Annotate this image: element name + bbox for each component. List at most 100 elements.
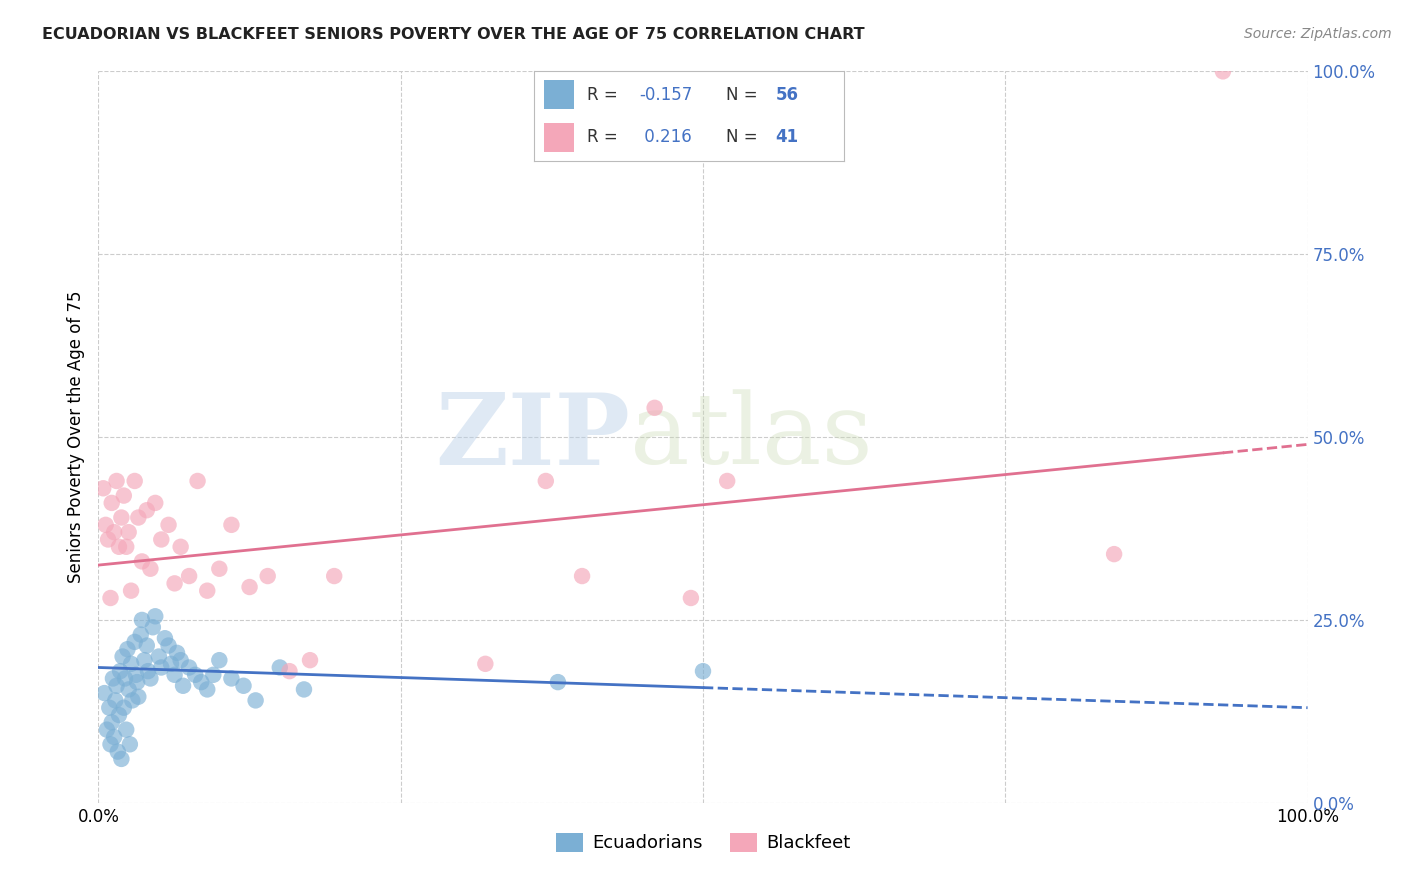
Point [221,517,243,532]
Point [127,675,149,690]
Point [93,686,115,700]
Point [131,554,153,568]
Point [131,613,153,627]
Point [120,657,142,671]
Point [157,639,180,653]
Point [105,679,128,693]
Point [97,533,120,547]
FancyBboxPatch shape [544,123,575,152]
Point [100,715,122,730]
Point [208,653,231,667]
Point [269,660,291,674]
Point [163,576,186,591]
Point [292,682,315,697]
Point [474,657,496,671]
Point [644,401,666,415]
Point [299,653,322,667]
Point [148,649,170,664]
Text: N =: N = [725,128,758,146]
Point [121,693,143,707]
Point [208,562,231,576]
Point [108,540,131,554]
Point [94,517,117,532]
Point [108,664,131,678]
Point [103,525,125,540]
Text: R =: R = [586,86,617,103]
Text: R =: R = [586,128,617,146]
Point [111,649,134,664]
Point [112,489,135,503]
Text: ZIP: ZIP [436,389,630,485]
Point [195,682,218,697]
Point [157,517,180,532]
Text: ECUADORIAN VS BLACKFEET SENIORS POVERTY OVER THE AGE OF 75 CORRELATION CHART: ECUADORIAN VS BLACKFEET SENIORS POVERTY … [42,27,865,42]
Point [179,569,201,583]
Point [118,737,141,751]
Point [124,474,146,488]
Point [239,580,262,594]
Point [135,639,157,653]
Point [134,653,156,667]
Point [172,679,194,693]
Point [110,510,132,524]
Point [96,723,118,737]
Point [150,660,173,674]
Point [160,657,183,671]
Text: atlas: atlas [630,389,873,485]
Text: Source: ZipAtlas.com: Source: ZipAtlas.com [1244,27,1392,41]
Text: 0.216: 0.216 [640,128,692,146]
Point [184,667,207,681]
Point [100,737,122,751]
Legend: Ecuadorians, Blackfeet: Ecuadorians, Blackfeet [548,826,858,860]
Point [534,474,557,488]
Text: N =: N = [725,86,758,103]
Point [323,569,346,583]
Point [166,646,188,660]
Point [547,675,569,690]
Text: 41: 41 [776,128,799,146]
Point [114,672,136,686]
Point [169,653,191,667]
Point [120,583,142,598]
Point [143,609,166,624]
Point [679,591,702,605]
Point [100,496,122,510]
Point [187,474,209,488]
Point [190,675,212,690]
Point [103,730,125,744]
FancyBboxPatch shape [544,80,575,109]
Point [91,481,114,495]
Point [125,667,148,681]
Text: 56: 56 [776,86,799,103]
Point [127,690,149,704]
Point [118,682,141,697]
Point [1212,64,1234,78]
Point [571,569,593,583]
Point [129,627,152,641]
Y-axis label: Seniors Poverty Over the Age of 75: Seniors Poverty Over the Age of 75 [66,291,84,583]
Point [117,642,139,657]
Point [139,672,162,686]
Point [100,591,122,605]
Point [124,635,146,649]
Point [115,723,138,737]
Point [169,540,191,554]
Point [278,664,301,678]
Point [716,474,738,488]
Point [112,700,135,714]
Point [692,664,714,678]
Point [202,667,225,681]
Point [107,745,129,759]
Point [101,672,124,686]
Point [245,693,267,707]
Point [143,496,166,510]
Point [232,679,254,693]
Point [118,525,141,540]
Point [127,510,149,524]
Point [1102,547,1125,561]
Point [136,664,159,678]
Point [104,693,127,707]
Point [142,620,165,634]
Point [98,700,121,714]
Point [256,569,278,583]
